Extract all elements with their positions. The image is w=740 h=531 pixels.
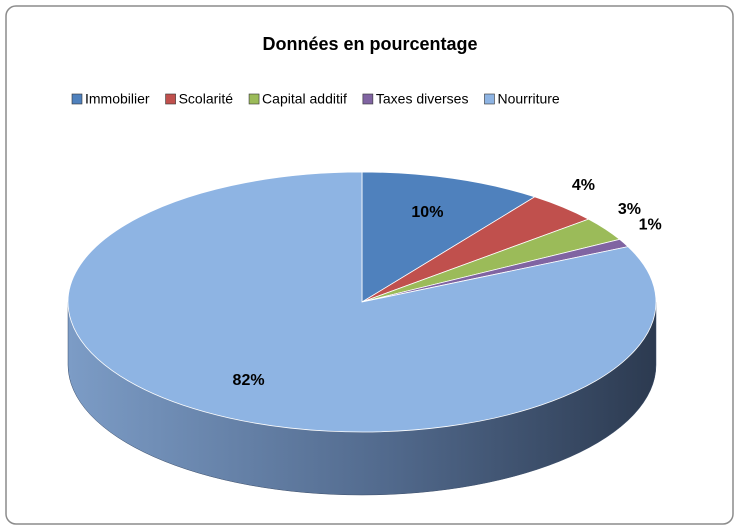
legend-label: Nourriture bbox=[497, 91, 559, 107]
legend-swatch bbox=[362, 93, 374, 105]
legend-swatch bbox=[484, 93, 495, 105]
legend-label: Scolarité bbox=[179, 91, 234, 107]
legend-swatch bbox=[248, 93, 260, 105]
data-label: 1% bbox=[639, 216, 662, 233]
pie-slice bbox=[361, 171, 536, 303]
data-label: 10% bbox=[411, 204, 443, 221]
pie-slice bbox=[67, 171, 657, 433]
data-label: 4% bbox=[572, 177, 595, 194]
chart-title: Données en pourcentage bbox=[262, 34, 477, 54]
legend-label: Taxes diverses bbox=[376, 91, 469, 107]
legend-swatch bbox=[165, 93, 176, 105]
legend-swatch bbox=[71, 93, 83, 105]
legend-label: Capital additif bbox=[262, 91, 347, 107]
data-label: 3% bbox=[618, 201, 641, 218]
legend-label: Immobilier bbox=[85, 91, 150, 107]
data-label: 82% bbox=[233, 372, 265, 389]
